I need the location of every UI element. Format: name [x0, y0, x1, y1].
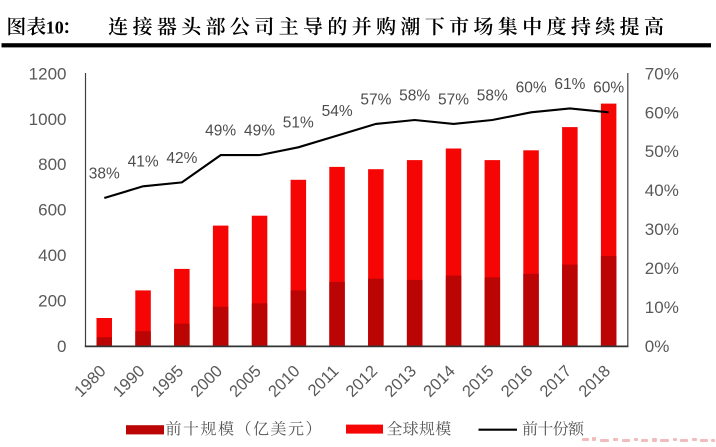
svg-text:50%: 50% [645, 142, 679, 161]
svg-text:49%: 49% [244, 123, 275, 140]
svg-text:58%: 58% [477, 87, 508, 104]
svg-text:40%: 40% [645, 181, 679, 200]
svg-text:57%: 57% [438, 91, 469, 108]
svg-text:70%: 70% [645, 64, 679, 83]
svg-text:41%: 41% [128, 154, 159, 171]
svg-text:49%: 49% [205, 123, 236, 140]
svg-text:57%: 57% [360, 91, 391, 108]
svg-text:61%: 61% [554, 76, 585, 93]
svg-text:1000: 1000 [29, 110, 67, 129]
svg-text:58%: 58% [399, 87, 430, 104]
svg-text:38%: 38% [89, 165, 120, 182]
svg-text:51%: 51% [283, 115, 314, 132]
svg-text:10: 10 [46, 18, 64, 38]
svg-text:60%: 60% [593, 80, 624, 97]
svg-text:800: 800 [38, 155, 66, 174]
svg-text:0%: 0% [645, 337, 670, 356]
svg-text:30%: 30% [645, 220, 679, 239]
svg-text:600: 600 [38, 201, 66, 220]
svg-text:1200: 1200 [29, 64, 67, 83]
svg-text:400: 400 [38, 246, 66, 265]
svg-text:0: 0 [57, 337, 66, 356]
svg-text:60%: 60% [516, 80, 547, 97]
svg-text:10%: 10% [645, 298, 679, 317]
svg-text:42%: 42% [166, 150, 197, 167]
svg-text:200: 200 [38, 292, 66, 311]
svg-text:54%: 54% [322, 103, 353, 120]
svg-text:60%: 60% [645, 103, 679, 122]
svg-text:20%: 20% [645, 259, 679, 278]
